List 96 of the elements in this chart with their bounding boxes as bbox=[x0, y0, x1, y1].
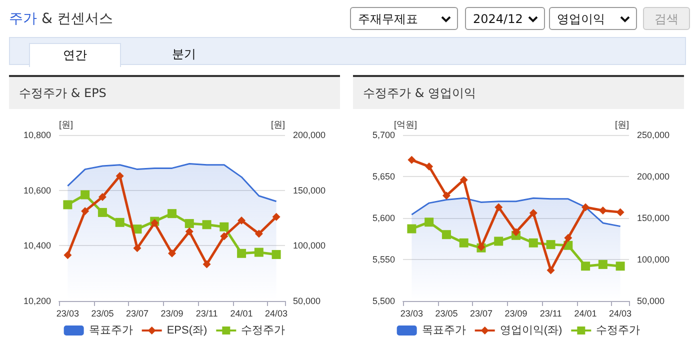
y2-tick-label: 50,000 bbox=[293, 296, 321, 306]
point bbox=[81, 207, 90, 216]
y2-tick-label: 50,000 bbox=[637, 296, 665, 306]
text: 연간 bbox=[29, 43, 121, 67]
point bbox=[424, 218, 434, 227]
y2-tick-label: 100,000 bbox=[637, 254, 670, 264]
point bbox=[460, 176, 468, 184]
point bbox=[581, 262, 590, 271]
legend-label: 수정주가 bbox=[596, 324, 640, 336]
point bbox=[98, 208, 107, 217]
point bbox=[512, 228, 520, 236]
y2-tick-label: 200,000 bbox=[637, 172, 670, 182]
y2-tick-label: 250,000 bbox=[637, 130, 670, 140]
point bbox=[202, 260, 211, 268]
point bbox=[133, 244, 142, 252]
x-tick-label: 23/09 bbox=[504, 308, 528, 318]
text: 주가 & 컨센서스 bbox=[9, 10, 113, 28]
point bbox=[459, 238, 468, 248]
point bbox=[582, 203, 590, 212]
text: 분기 bbox=[171, 46, 197, 63]
point bbox=[98, 192, 106, 201]
search-button: 검색 bbox=[643, 7, 690, 30]
point bbox=[616, 262, 625, 271]
point bbox=[494, 236, 504, 246]
y-tick-label: 5,700 bbox=[372, 130, 395, 140]
y2-tick-label: 150,000 bbox=[293, 185, 326, 196]
point bbox=[272, 250, 281, 260]
y2-axis-title: [원] bbox=[615, 120, 630, 130]
point bbox=[115, 218, 124, 227]
dropdown: 2024/12 bbox=[465, 7, 545, 30]
point bbox=[598, 206, 607, 215]
y-tick-label: 10,800 bbox=[23, 130, 51, 140]
point bbox=[254, 248, 264, 257]
legend-label: EPS(좌) bbox=[166, 324, 208, 336]
y2-axis-title: [원] bbox=[271, 120, 286, 130]
point bbox=[184, 219, 194, 228]
y2-tick-label: 100,000 bbox=[293, 240, 326, 251]
x-tick-label: 24/01 bbox=[230, 308, 253, 318]
point bbox=[237, 248, 246, 258]
point bbox=[64, 251, 72, 260]
y2-tick-label: 200,000 bbox=[293, 130, 326, 140]
y-tick-label: 10,400 bbox=[23, 240, 51, 251]
point bbox=[616, 208, 624, 216]
legend-label: 목표주가 bbox=[422, 324, 466, 336]
point bbox=[408, 156, 416, 164]
y-axis-title: [억원] bbox=[394, 120, 417, 130]
x-tick-label: 23/11 bbox=[540, 308, 562, 318]
x-tick-label: 23/03 bbox=[400, 308, 423, 318]
x-tick-label: 23/07 bbox=[470, 308, 492, 318]
point bbox=[598, 260, 608, 269]
x-tick-label: 24/01 bbox=[574, 308, 597, 318]
point bbox=[63, 200, 72, 210]
dropdown: 영업이익 bbox=[549, 7, 637, 30]
point bbox=[546, 266, 555, 274]
x-tick-label: 23/07 bbox=[126, 308, 148, 318]
point bbox=[546, 240, 556, 250]
y-tick-label: 5,500 bbox=[372, 296, 395, 306]
point bbox=[564, 234, 572, 242]
y-tick-label: 5,550 bbox=[372, 254, 395, 264]
point bbox=[220, 222, 229, 232]
y-tick-label: 10,600 bbox=[23, 185, 51, 196]
legend-label: 영업이익(좌) bbox=[500, 324, 562, 336]
y2-tick-label: 150,000 bbox=[637, 213, 670, 223]
point bbox=[529, 209, 538, 218]
point bbox=[407, 224, 416, 234]
legend-label: 목표주가 bbox=[88, 324, 133, 336]
x-tick-label: 24/03 bbox=[265, 308, 288, 318]
point bbox=[116, 172, 124, 180]
point bbox=[272, 212, 280, 221]
legend-label: 수정주가 bbox=[241, 324, 286, 336]
point bbox=[168, 209, 176, 218]
y-tick-label: 5,650 bbox=[372, 172, 395, 182]
point bbox=[238, 216, 246, 224]
x-tick-label: 23/05 bbox=[91, 308, 114, 318]
point bbox=[254, 230, 263, 238]
y-axis-title: [원] bbox=[58, 120, 73, 130]
y-tick-label: 10,200 bbox=[23, 296, 51, 306]
point bbox=[442, 192, 450, 200]
chart-title: 수정주가 & EPS bbox=[9, 77, 340, 109]
point bbox=[185, 228, 194, 236]
chart-title: 수정주가 & 영업이익 bbox=[353, 77, 684, 109]
x-tick-label: 23/09 bbox=[160, 308, 184, 318]
x-tick-label: 23/11 bbox=[196, 308, 218, 318]
point bbox=[168, 249, 176, 258]
point bbox=[202, 220, 212, 230]
x-tick-label: 24/03 bbox=[609, 308, 632, 318]
point bbox=[80, 190, 90, 200]
point bbox=[442, 230, 451, 240]
x-tick-label: 23/05 bbox=[435, 308, 458, 318]
x-tick-label: 23/03 bbox=[56, 308, 79, 318]
point bbox=[220, 232, 228, 240]
point bbox=[528, 238, 538, 248]
y-tick-label: 5,600 bbox=[372, 213, 395, 223]
point bbox=[425, 162, 434, 171]
dropdown: 주재무제표 bbox=[350, 7, 458, 30]
point bbox=[494, 203, 503, 212]
